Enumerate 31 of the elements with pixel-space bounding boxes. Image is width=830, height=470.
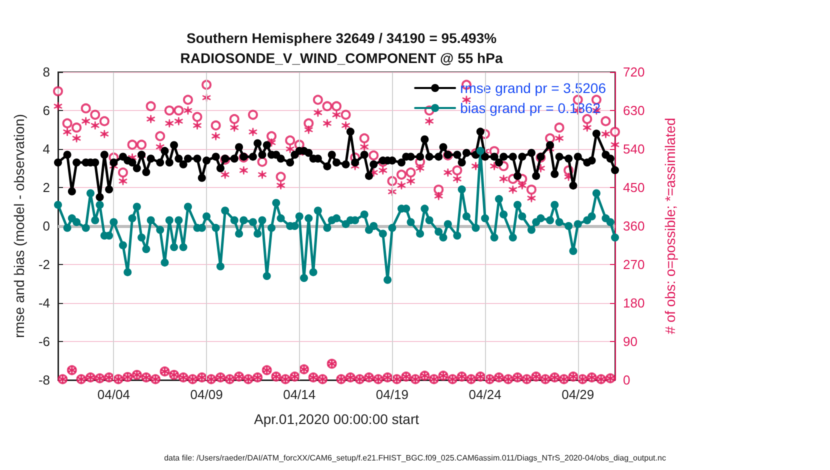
x-tick-label: 04/14 <box>283 387 316 402</box>
x-tick-label: 04/24 <box>468 387 502 402</box>
y-tick-label: 8 <box>42 64 50 80</box>
y-tick-label: -8 <box>38 372 50 388</box>
x-tick-label: 04/04 <box>97 387 130 402</box>
y-tick-label: 6 <box>42 103 50 118</box>
y2-tick-label: 270 <box>623 257 645 272</box>
y2-tick-label: 0 <box>623 372 630 388</box>
y-axis-title: rmse and bias (model - observation) <box>11 114 27 338</box>
x-tick-label: 04/09 <box>190 387 223 402</box>
y2-axis-title: # of obs: o=possible; *=assimilated <box>662 118 678 334</box>
x-axis-title: Apr.01,2020 00:00:00 start <box>254 411 420 427</box>
y2-tick-label: 630 <box>623 103 645 118</box>
x-tick-label: 04/29 <box>562 387 594 402</box>
legend-label: bias grand pr = 0.1862 <box>460 100 601 116</box>
y-tick-label: -6 <box>38 334 50 349</box>
chart-subtitle: RADIOSONDE_V_WIND_COMPONENT @ 55 hPa <box>180 50 503 66</box>
y-tick-label: 0 <box>42 218 50 234</box>
y2-tick-label: 360 <box>623 218 645 234</box>
y2-tick-label: 450 <box>623 180 645 195</box>
y2-tick-label: 90 <box>623 334 638 349</box>
y2-tick-label: 540 <box>623 142 645 156</box>
y-tick-label: 4 <box>42 142 50 156</box>
x-tick-label: 04/19 <box>376 387 408 402</box>
y-tick-label: 2 <box>42 180 50 195</box>
y2-tick-label: 180 <box>623 296 645 310</box>
y-tick-label: -4 <box>38 296 50 310</box>
y2-tick-label: 720 <box>623 64 645 80</box>
chart-title: Southern Hemisphere 32649 / 34190 = 95.493% <box>186 30 498 46</box>
y-tick-label: -2 <box>38 257 50 272</box>
text: data file: /Users/raeder/DAI/ATM_forcXX/CAM6_setup/f.e21.FHIST_BGC.f09_025.CAM6assim.011/Diags_NTrS_2020-04/obs_diag_output.nc <box>164 454 666 462</box>
